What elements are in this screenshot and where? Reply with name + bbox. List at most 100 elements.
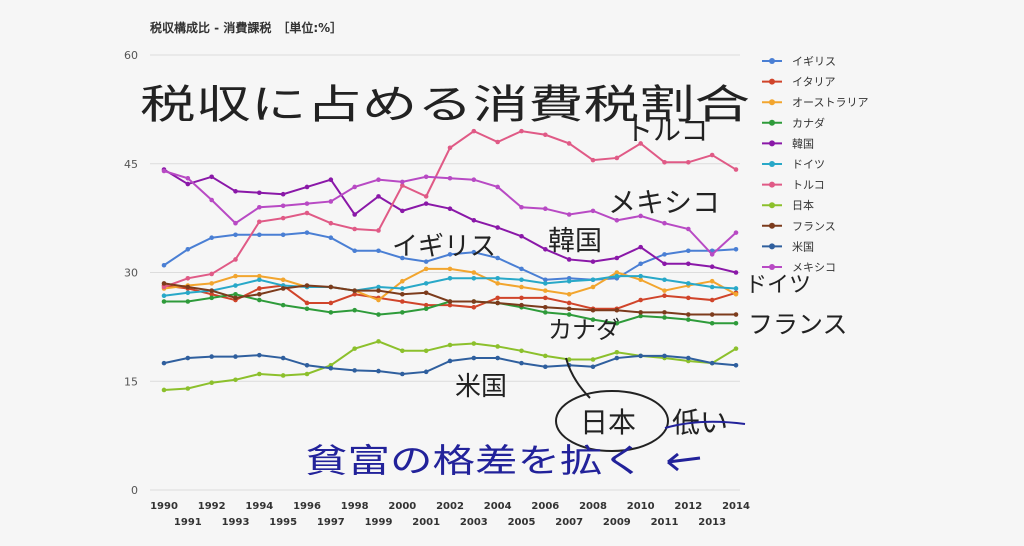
data-point [638,244,643,250]
data-point [328,220,334,226]
data-point [590,259,596,264]
data-point [733,291,739,297]
data-point [638,310,643,315]
data-point [471,218,477,223]
legend-marker [769,243,775,250]
x-tick-label: 2009 [603,517,631,528]
data-point [447,358,453,364]
data-point [662,252,667,257]
data-point [709,152,715,158]
data-point [185,276,191,281]
data-point [328,235,334,240]
data-point [662,353,667,359]
data-point [280,286,286,291]
data-point [328,177,334,182]
x-tick-label: 1995 [269,517,297,528]
handwritten-label-france: フランス [748,310,848,339]
legend-marker [769,78,775,85]
data-point [185,175,191,181]
data-point [543,277,548,283]
data-point [566,278,572,284]
data-point [686,312,691,317]
x-tick-label: 2006 [531,501,559,512]
data-point [352,226,357,232]
data-point [400,208,405,214]
data-point [400,299,405,304]
handwritten-label-germany: ドイツ [745,273,811,298]
data-point [209,354,214,359]
data-point [257,219,262,225]
data-point [280,215,286,221]
data-point [257,190,262,196]
legend-marker [769,202,775,209]
data-point [566,291,572,297]
data-point [376,368,381,374]
data-point [161,293,167,299]
legend-label: メキシコ [792,261,836,274]
legend-marker [769,140,775,147]
data-point [423,259,429,264]
x-tick-label: 2002 [436,501,464,512]
data-point [447,252,453,257]
data-point [447,342,453,348]
data-point [209,197,214,203]
data-point [662,310,667,315]
data-point [185,299,191,304]
data-point [614,218,620,223]
chart-title: 税収構成比 - 消費課税 ［単位:%］ [150,20,342,35]
data-point [519,233,524,239]
data-point [233,295,238,301]
data-point [686,317,691,322]
data-point [614,307,620,313]
data-point [280,191,286,197]
data-point [161,262,167,268]
data-point [376,177,381,182]
data-point [733,286,739,291]
data-point [233,291,238,297]
data-point [352,212,357,217]
data-point [495,295,500,301]
data-point [185,247,191,252]
data-point [161,284,167,290]
data-point [543,305,548,310]
data-point [447,266,453,272]
data-point [280,203,286,209]
data-point [161,299,167,304]
data-point [209,281,214,286]
data-point [638,261,643,267]
data-point [257,371,262,377]
data-point [257,277,262,283]
data-point [638,353,643,359]
data-point [304,300,310,306]
data-point [519,360,524,366]
data-point [400,255,405,261]
x-tick-label: 1991 [174,517,202,528]
legend-label: オーストラリア [792,96,868,109]
data-point [495,225,500,230]
data-point [471,270,477,275]
data-point [543,281,548,286]
data-point [733,312,739,317]
x-tick-label: 2003 [460,517,488,528]
data-point [423,281,429,286]
data-point [161,387,167,393]
data-point [495,184,500,190]
data-point [423,174,429,180]
data-point [304,283,310,288]
data-point [185,386,191,391]
data-point [543,132,548,138]
data-point [686,226,691,232]
data-point [733,247,739,252]
data-point [376,297,381,303]
data-point [376,284,381,290]
handwritten-label-canada: カナダ [548,316,620,344]
data-point [376,312,381,317]
data-point [447,175,453,181]
data-point [304,363,310,368]
data-point [519,128,524,134]
data-point [590,317,596,322]
data-point [328,284,334,290]
data-point [400,310,405,315]
